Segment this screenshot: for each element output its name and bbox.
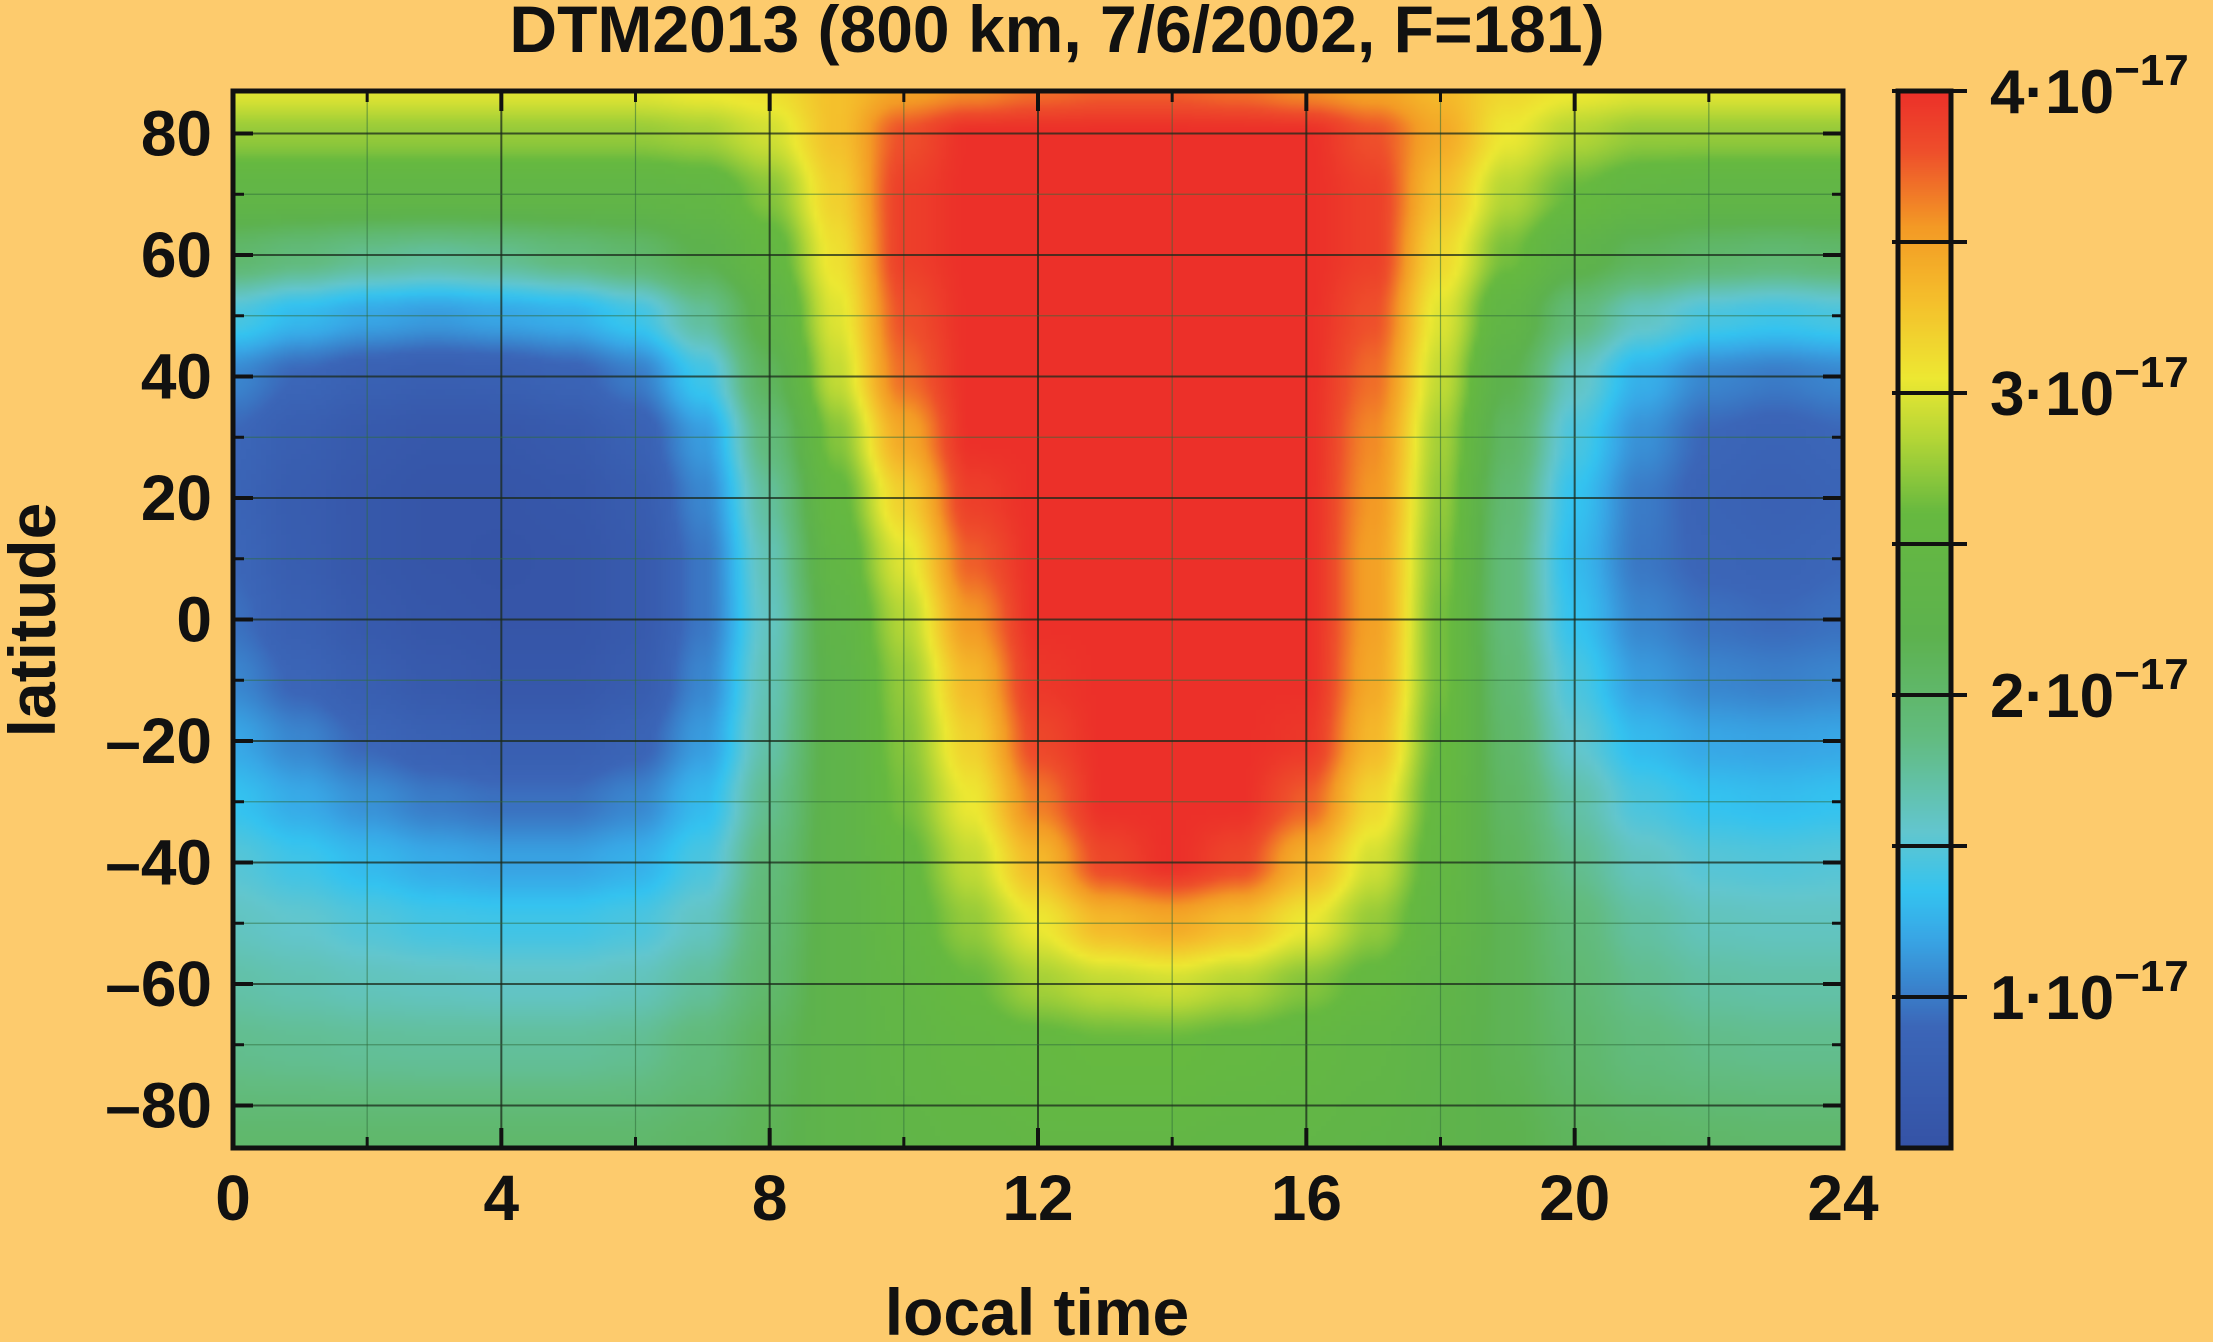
colorbar-tick-label: 3·10−17 xyxy=(1990,348,2189,429)
x-tick-label: 0 xyxy=(215,1162,251,1234)
x-axis-label: local time xyxy=(885,1275,1189,1342)
y-tick-label: 80 xyxy=(141,98,212,170)
y-tick-label: –80 xyxy=(105,1069,212,1141)
y-tick-label: 60 xyxy=(141,219,212,291)
x-tick-label: 4 xyxy=(484,1162,520,1234)
y-tick-label: –40 xyxy=(105,826,212,898)
chart-title: DTM2013 (800 km, 7/6/2002, F=181) xyxy=(509,0,1604,66)
y-tick-label: –20 xyxy=(105,705,212,777)
x-tick-label: 8 xyxy=(752,1162,788,1234)
y-tick-label: 0 xyxy=(176,584,212,656)
colorbar: 1·10−17 2·10−17 3·10−17 4·10−17 xyxy=(1892,46,2189,1151)
y-axis-label: latitude xyxy=(0,503,69,738)
y-tick-label: 40 xyxy=(141,341,212,413)
x-tick-label: 20 xyxy=(1539,1162,1610,1234)
grid-lines xyxy=(233,91,1843,1148)
colorbar-tick-label: 4·10−17 xyxy=(1990,46,2189,127)
y-tick-label: 20 xyxy=(141,462,212,534)
x-axis: 0 4 8 12 16 20 24 xyxy=(215,91,1879,1234)
x-tick-label: 12 xyxy=(1002,1162,1073,1234)
colorbar-image xyxy=(1898,91,1951,1148)
y-axis: 80 60 40 20 0 –20 –40 –60 –80 xyxy=(105,98,1843,1141)
colorbar-tick-label: 2·10−17 xyxy=(1990,650,2189,731)
y-tick-label: –60 xyxy=(105,948,212,1020)
colorbar-tick-label: 1·10−17 xyxy=(1990,952,2189,1033)
x-tick-label: 16 xyxy=(1271,1162,1342,1234)
colorbar-ticks: 1·10−17 2·10−17 3·10−17 4·10−17 xyxy=(1892,46,2189,1033)
x-tick-label: 24 xyxy=(1807,1162,1879,1234)
